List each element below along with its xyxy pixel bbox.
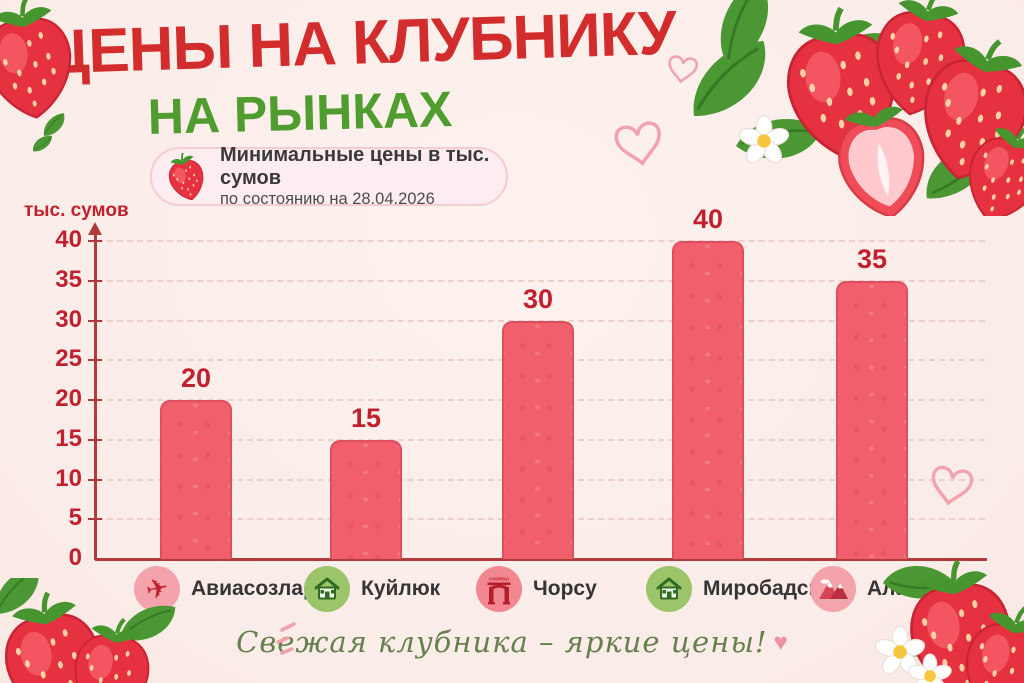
- y-tick-label: 10: [55, 464, 82, 492]
- gridline-35: [97, 279, 985, 282]
- y-tick-label: 30: [55, 305, 82, 333]
- bar-Авиасозлар: [160, 400, 232, 559]
- y-tick-40: [88, 240, 102, 242]
- mountain-icon: [810, 566, 856, 612]
- market-label: Миробадский: [703, 577, 845, 600]
- page-title: ЦЕНЫ НА КЛУБНИКУ: [43, 0, 677, 88]
- legend-item-Чорсу: CHORSU Чорсу: [476, 566, 597, 612]
- strawberries-decoration-bottom-right: [872, 556, 1024, 683]
- y-tick-label: 20: [55, 385, 82, 412]
- legend-item-Миробадский: Миробадский: [646, 566, 845, 612]
- x-axis-line: [95, 558, 987, 561]
- heart-outline-icon: [612, 119, 666, 169]
- footer-slogan: Свежая клубника – яркие цены! ♥: [0, 625, 1024, 659]
- bar-Алайский: [836, 280, 908, 559]
- bar-Куйлюк: [330, 439, 402, 559]
- y-tick-10: [88, 478, 102, 481]
- y-axis-line: [94, 234, 97, 560]
- badge-date: по состоянию на 28.04.2026: [220, 190, 435, 209]
- y-tick-5: [88, 518, 102, 521]
- svg-text:CHORSU: CHORSU: [489, 576, 510, 581]
- gridline-40: [97, 240, 985, 242]
- airplane-icon: ✈: [134, 566, 180, 612]
- y-axis-label: тыс. сумов: [24, 200, 129, 221]
- y-tick-label: 25: [55, 345, 82, 373]
- bar-value-label: 15: [350, 402, 382, 433]
- bar-value-label: 20: [180, 363, 212, 393]
- footer-text: Свежая клубника – яркие цены!: [236, 625, 768, 659]
- y-tick-label: 0: [68, 544, 82, 571]
- market-label: Авиасозлар: [191, 577, 316, 600]
- y-tick-label: 35: [55, 265, 82, 293]
- y-tick-20: [88, 399, 102, 401]
- y-tick-25: [88, 359, 102, 362]
- y-axis-arrow: [88, 222, 102, 235]
- strawberries-decoration-bottom-left: [0, 578, 180, 683]
- info-badge: Минимальные цены в тыс. сумов по состоян…: [150, 144, 508, 209]
- y-tick-35: [88, 279, 102, 282]
- market-label: Чорсу: [533, 577, 597, 600]
- y-tick-30: [88, 319, 102, 322]
- heart-outline-bottom-icon: [927, 464, 975, 509]
- legend-item-Куйлюк: Куйлюк: [304, 566, 440, 612]
- bar-value-label: 35: [856, 243, 888, 274]
- house-icon: [646, 566, 692, 612]
- arch-gate-icon: CHORSU: [476, 566, 522, 612]
- heart-icon: ♥: [773, 629, 788, 656]
- bar-value-label: 40: [692, 204, 724, 234]
- strawberry-icon: [163, 150, 210, 203]
- house-icon: [304, 566, 350, 612]
- y-tick-label: 40: [55, 226, 82, 253]
- bar-Миробадский: [672, 241, 744, 559]
- badge-title: Минимальные цены в тыс. сумов: [220, 144, 490, 190]
- bar-Чорсу: [502, 320, 574, 559]
- strawberries-decoration-top-left: [0, 0, 116, 154]
- market-label: Куйлюк: [361, 577, 441, 600]
- legend-item-Авиасозлар: ✈ Авиасозлар: [134, 566, 316, 612]
- y-tick-label: 15: [55, 424, 82, 452]
- y-tick-15: [88, 438, 102, 441]
- sparkle-icon: [276, 622, 296, 655]
- bar-value-label: 30: [522, 283, 554, 314]
- strawberries-decoration-top-right: [676, 0, 1024, 216]
- y-tick-label: 5: [68, 504, 82, 532]
